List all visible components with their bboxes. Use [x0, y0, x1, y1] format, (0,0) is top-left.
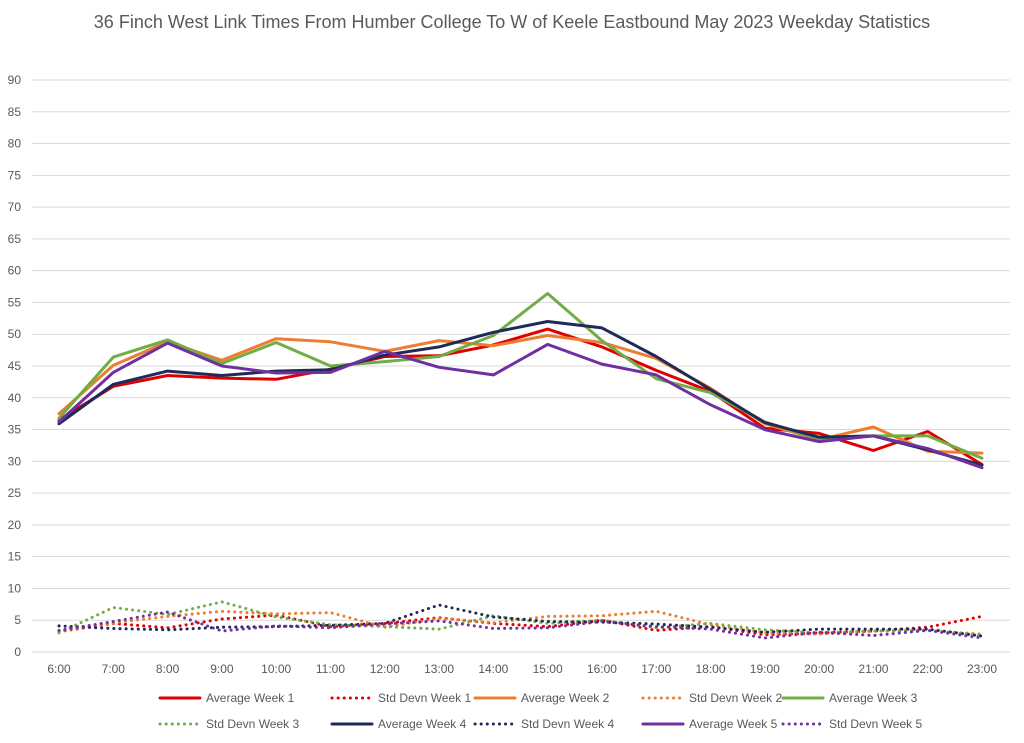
legend-label: Std Devn Week 2	[689, 691, 782, 705]
legend-label: Std Devn Week 5	[829, 717, 922, 731]
legend-label: Average Week 4	[378, 717, 467, 731]
legend-item: Std Devn Week 1	[330, 691, 471, 705]
y-tick-label: 15	[8, 550, 22, 564]
legend-item: Average Week 4	[330, 717, 467, 731]
y-tick-label: 45	[8, 359, 22, 373]
legend: Average Week 1 Std Devn Week 1 Average Wee…	[158, 691, 922, 731]
y-tick-label: 30	[8, 454, 22, 468]
y-tick-label: 50	[8, 327, 22, 341]
x-tick-label: 23:00	[967, 662, 997, 676]
legend-item: Std Devn Week 2	[641, 691, 782, 705]
y-tick-label: 0	[14, 645, 21, 659]
y-tick-label: 70	[8, 200, 22, 214]
legend-label: Std Devn Week 1	[378, 691, 471, 705]
y-tick-label: 60	[8, 264, 22, 278]
x-tick-label: 10:00	[261, 662, 291, 676]
legend-item: Std Devn Week 5	[781, 717, 922, 731]
y-tick-label: 25	[8, 486, 22, 500]
y-tick-label: 35	[8, 423, 22, 437]
x-tick-label: 7:00	[102, 662, 126, 676]
legend-label: Average Week 1	[206, 691, 295, 705]
legend-label: Average Week 2	[521, 691, 610, 705]
legend-label: Average Week 5	[689, 717, 778, 731]
y-tick-label: 5	[14, 613, 21, 627]
legend-item: Std Devn Week 4	[473, 717, 614, 731]
x-tick-label: 22:00	[913, 662, 943, 676]
x-tick-label: 18:00	[696, 662, 726, 676]
y-tick-label: 90	[8, 73, 22, 87]
x-tick-label: 17:00	[641, 662, 671, 676]
y-tick-label: 80	[8, 137, 22, 151]
x-tick-label: 8:00	[156, 662, 180, 676]
legend-label: Average Week 3	[829, 691, 918, 705]
x-tick-label: 14:00	[478, 662, 508, 676]
x-tick-label: 15:00	[533, 662, 563, 676]
x-tick-label: 16:00	[587, 662, 617, 676]
x-tick-label: 11:00	[316, 662, 345, 676]
legend-label: Std Devn Week 4	[521, 717, 614, 731]
chart-title: 36 Finch West Link Times From Humber Col…	[93, 12, 931, 32]
legend-item: Average Week 1	[158, 691, 295, 705]
series-line	[57, 327, 984, 466]
series-line	[57, 320, 984, 467]
legend-item: Average Week 3	[781, 691, 918, 705]
y-tick-label: 65	[8, 232, 22, 246]
series-line	[57, 610, 984, 640]
y-tick-label: 20	[8, 518, 22, 532]
y-axis-tick-labels: 0 5 10 15 20 25 30 35 40 45 50 55 60 65 70 75 80 85 90	[8, 73, 22, 659]
legend-item: Std Devn Week 3	[158, 717, 299, 731]
legend-item: Average Week 5	[641, 717, 778, 731]
series-lines	[57, 292, 984, 640]
x-tick-label: 9:00	[210, 662, 234, 676]
x-tick-label: 21:00	[858, 662, 888, 676]
x-tick-label: 19:00	[750, 662, 780, 676]
series-line	[57, 609, 984, 636]
y-tick-label: 40	[8, 391, 22, 405]
x-tick-label: 20:00	[804, 662, 834, 676]
y-tick-label: 10	[8, 581, 22, 595]
y-tick-label: 75	[8, 168, 22, 182]
x-axis-tick-labels: 6:00 7:00 8:00 9:00 10:00 11:00 12:00 13:00 14:0…	[47, 662, 997, 676]
series-line	[57, 613, 984, 637]
series-line	[57, 292, 984, 460]
y-tick-label: 55	[8, 295, 22, 309]
y-tick-label: 85	[8, 105, 22, 119]
series-line	[57, 600, 984, 637]
legend-label: Std Devn Week 3	[206, 717, 299, 731]
legend-item: Average Week 2	[473, 691, 610, 705]
x-tick-label: 12:00	[370, 662, 400, 676]
gridlines	[32, 79, 1010, 653]
x-tick-label: 6:00	[47, 662, 71, 676]
series-line	[57, 341, 984, 470]
x-tick-label: 13:00	[424, 662, 454, 676]
